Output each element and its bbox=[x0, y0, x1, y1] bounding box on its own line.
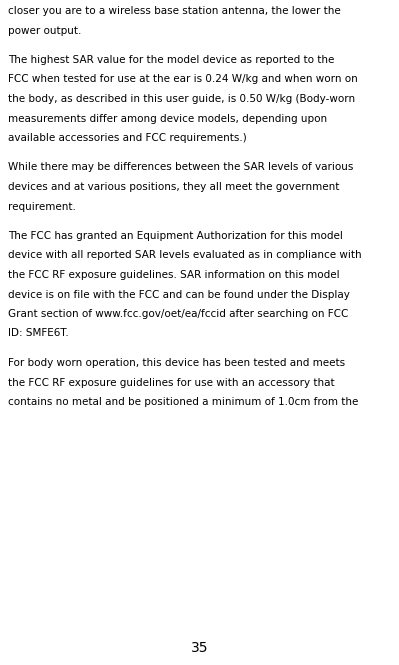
Text: device with all reported SAR levels evaluated as in compliance with: device with all reported SAR levels eval… bbox=[8, 251, 361, 261]
Text: While there may be differences between the SAR levels of various: While there may be differences between t… bbox=[8, 162, 354, 172]
Text: For body worn operation, this device has been tested and meets: For body worn operation, this device has… bbox=[8, 358, 345, 368]
Text: ID: SMFE6T.: ID: SMFE6T. bbox=[8, 329, 69, 338]
Text: device is on file with the FCC and can be found under the Display: device is on file with the FCC and can b… bbox=[8, 289, 350, 299]
Text: 35: 35 bbox=[191, 641, 208, 655]
Text: FCC when tested for use at the ear is 0.24 W/kg and when worn on: FCC when tested for use at the ear is 0.… bbox=[8, 74, 358, 84]
Text: power output.: power output. bbox=[8, 25, 81, 35]
Text: the body, as described in this user guide, is 0.50 W/kg (Body-worn: the body, as described in this user guid… bbox=[8, 94, 355, 104]
Text: Grant section of www.fcc.gov/oet/ea/fccid after searching on FCC: Grant section of www.fcc.gov/oet/ea/fcci… bbox=[8, 309, 348, 319]
Text: contains no metal and be positioned a minimum of 1.0cm from the: contains no metal and be positioned a mi… bbox=[8, 397, 358, 407]
Text: measurements differ among device models, depending upon: measurements differ among device models,… bbox=[8, 114, 327, 124]
Text: the FCC RF exposure guidelines. SAR information on this model: the FCC RF exposure guidelines. SAR info… bbox=[8, 270, 340, 280]
Text: the FCC RF exposure guidelines for use with an accessory that: the FCC RF exposure guidelines for use w… bbox=[8, 378, 335, 388]
Text: devices and at various positions, they all meet the government: devices and at various positions, they a… bbox=[8, 182, 340, 192]
Text: The FCC has granted an Equipment Authorization for this model: The FCC has granted an Equipment Authori… bbox=[8, 231, 343, 241]
Text: closer you are to a wireless base station antenna, the lower the: closer you are to a wireless base statio… bbox=[8, 6, 341, 16]
Text: requirement.: requirement. bbox=[8, 201, 76, 211]
Text: available accessories and FCC requirements.): available accessories and FCC requiremen… bbox=[8, 133, 247, 143]
Text: The highest SAR value for the model device as reported to the: The highest SAR value for the model devi… bbox=[8, 55, 334, 65]
